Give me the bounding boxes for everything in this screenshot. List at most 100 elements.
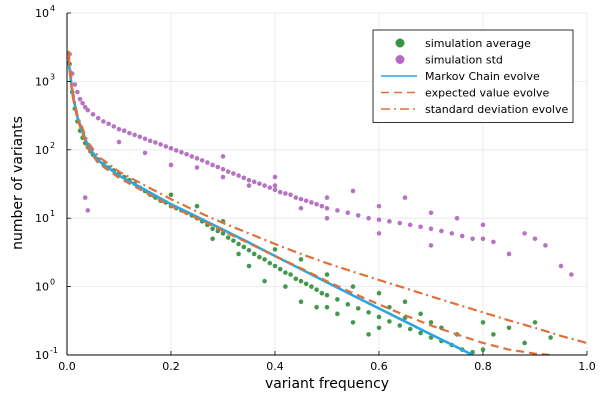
data-point	[407, 222, 413, 228]
series-1	[67, 51, 574, 277]
data-point	[215, 164, 221, 170]
data-point	[283, 284, 288, 289]
data-point	[210, 162, 215, 168]
data-point	[428, 226, 434, 232]
legend-label: standard deviation evolve	[425, 103, 568, 116]
data-point	[324, 195, 330, 200]
legend-item: expected value evolve	[381, 87, 550, 100]
y-tick-label: 10	[35, 144, 49, 157]
data-point	[309, 284, 314, 289]
data-point	[532, 320, 538, 325]
data-point	[298, 299, 304, 305]
legend-label: expected value evolve	[425, 87, 550, 100]
data-point	[298, 257, 304, 262]
data-point	[366, 215, 371, 221]
data-point	[246, 183, 252, 188]
data-point	[558, 263, 564, 269]
data-point	[106, 121, 111, 127]
data-point	[407, 326, 413, 332]
data-point	[376, 314, 382, 320]
data-point	[205, 160, 210, 165]
data-point	[345, 302, 351, 307]
y-tick-label-exponent: 1	[50, 209, 55, 218]
y-tick-label-exponent: 3	[50, 72, 55, 81]
data-point	[376, 325, 382, 331]
data-point	[345, 210, 351, 216]
data-point	[543, 243, 548, 248]
legend-item: simulation std	[395, 54, 503, 67]
data-point	[314, 201, 319, 207]
data-point	[82, 195, 88, 200]
series-4	[67, 50, 587, 345]
legend-label: simulation std	[425, 54, 503, 67]
data-point	[350, 284, 356, 289]
data-point	[101, 119, 106, 124]
legend-item: Markov Chain evolve	[381, 70, 540, 83]
data-point	[246, 247, 252, 253]
data-point	[454, 215, 460, 221]
data-point	[85, 208, 91, 213]
series-line	[67, 56, 551, 355]
data-point	[251, 179, 257, 185]
data-point	[272, 263, 278, 269]
data-point	[548, 335, 553, 340]
data-point	[283, 270, 288, 275]
data-point	[251, 251, 257, 257]
data-point	[480, 236, 486, 242]
data-point	[376, 217, 382, 223]
data-point	[199, 158, 205, 163]
data-point	[350, 188, 356, 194]
data-point	[480, 320, 486, 325]
data-point	[147, 138, 153, 144]
data-point	[303, 198, 309, 204]
data-point	[236, 173, 241, 178]
x-tick-label: 0.6	[370, 360, 388, 373]
data-point	[272, 183, 278, 188]
x-tick-label: 0.4	[266, 360, 284, 373]
data-point	[241, 175, 247, 181]
data-point	[210, 226, 215, 232]
y-tick-label: 10	[35, 75, 49, 88]
data-point	[319, 290, 325, 296]
data-point	[241, 244, 247, 250]
data-point	[418, 330, 423, 336]
data-point	[314, 304, 319, 310]
series-0	[67, 61, 553, 355]
data-point	[506, 325, 512, 331]
data-point	[298, 196, 304, 202]
data-point	[428, 210, 434, 216]
data-point	[277, 189, 283, 195]
data-point	[355, 213, 361, 218]
data-point	[121, 128, 127, 134]
data-point	[449, 231, 455, 236]
data-point	[277, 266, 283, 272]
x-tick-label: 0.8	[474, 360, 492, 373]
data-point	[387, 219, 392, 224]
data-point	[179, 149, 184, 155]
data-point	[324, 304, 330, 310]
data-point	[376, 231, 382, 236]
data-point	[387, 319, 392, 324]
data-point	[72, 82, 78, 87]
data-point	[257, 254, 262, 260]
plot-area	[67, 50, 587, 355]
data-point	[319, 203, 325, 209]
data-point	[491, 332, 496, 337]
data-point	[267, 260, 273, 266]
data-point	[210, 236, 215, 242]
data-point	[397, 323, 403, 328]
y-tick-label: 10	[35, 7, 49, 20]
data-point	[288, 192, 293, 198]
legend-marker	[395, 55, 405, 64]
data-point	[491, 239, 496, 245]
data-point	[350, 320, 356, 325]
data-point	[257, 181, 262, 186]
data-point	[376, 203, 382, 209]
data-point	[418, 311, 423, 317]
data-point	[288, 272, 293, 277]
data-point	[428, 243, 434, 248]
data-point	[324, 215, 330, 221]
data-point	[153, 140, 158, 145]
data-point	[366, 332, 371, 337]
